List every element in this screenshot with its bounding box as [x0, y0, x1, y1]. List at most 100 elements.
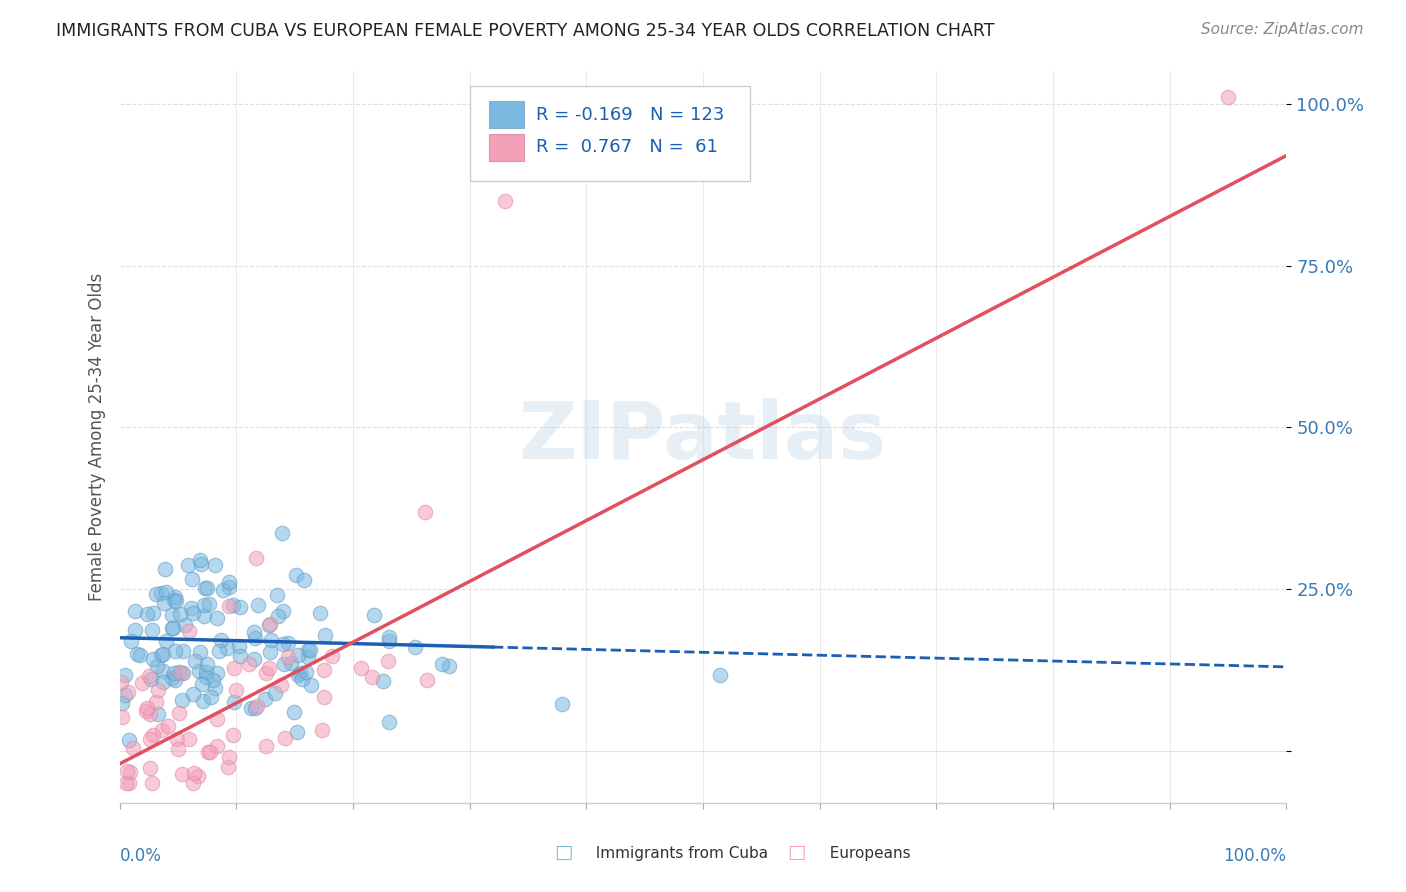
Text: R =  0.767   N =  61: R = 0.767 N = 61 — [536, 138, 718, 156]
Point — [181, 776, 204, 790]
Point — [141, 672, 163, 686]
Point — [115, 764, 138, 778]
Point — [117, 685, 139, 699]
Point — [218, 599, 240, 614]
Point — [378, 714, 401, 729]
Point — [371, 673, 394, 688]
Point — [110, 674, 132, 689]
Point — [209, 633, 232, 648]
Point — [551, 697, 574, 711]
Point — [146, 659, 169, 673]
Point — [239, 700, 262, 714]
Point — [111, 710, 134, 724]
Point — [271, 525, 294, 540]
Point — [292, 574, 315, 588]
Point — [166, 731, 188, 746]
Point — [167, 665, 190, 680]
Point — [155, 584, 177, 599]
Point — [430, 657, 453, 672]
Point — [197, 745, 219, 759]
Point — [191, 677, 214, 691]
Point — [280, 656, 302, 670]
Point — [224, 695, 246, 709]
Point — [299, 678, 322, 692]
Point — [217, 760, 239, 774]
Point — [188, 665, 211, 679]
Text: Europeans: Europeans — [820, 846, 910, 861]
Point — [156, 718, 179, 732]
Text: □: □ — [554, 843, 572, 862]
Point — [205, 739, 228, 754]
Point — [201, 673, 224, 688]
Point — [188, 553, 211, 567]
Point — [218, 575, 240, 590]
Point — [155, 633, 177, 648]
Point — [120, 764, 142, 779]
Point — [118, 776, 141, 790]
Point — [177, 558, 200, 573]
Point — [138, 669, 160, 683]
Point — [165, 594, 187, 608]
Point — [378, 634, 401, 648]
Point — [150, 648, 173, 663]
Point — [191, 694, 214, 708]
Point — [242, 624, 264, 639]
Point — [314, 663, 336, 677]
Point — [311, 723, 333, 738]
Point — [321, 648, 343, 663]
Point — [285, 725, 308, 739]
Text: Immigrants from Cuba: Immigrants from Cuba — [586, 846, 769, 861]
Text: 0.0%: 0.0% — [120, 847, 162, 865]
Point — [238, 657, 260, 671]
Point — [183, 654, 205, 668]
Text: R = -0.169   N = 123: R = -0.169 N = 123 — [536, 105, 724, 123]
Point — [160, 608, 183, 623]
Point — [254, 739, 277, 754]
Point — [291, 673, 314, 687]
Point — [413, 505, 436, 519]
Point — [271, 637, 294, 651]
Point — [257, 661, 280, 675]
Y-axis label: Female Poverty Among 25-34 Year Olds: Female Poverty Among 25-34 Year Olds — [87, 273, 105, 601]
Text: IMMIGRANTS FROM CUBA VS EUROPEAN FEMALE POVERTY AMONG 25-34 YEAR OLDS CORRELATIO: IMMIGRANTS FROM CUBA VS EUROPEAN FEMALE … — [56, 22, 994, 40]
Point — [404, 640, 426, 654]
FancyBboxPatch shape — [489, 101, 524, 128]
Point — [114, 667, 136, 681]
Point — [245, 632, 267, 646]
Point — [287, 668, 309, 682]
Point — [198, 745, 221, 759]
Point — [145, 695, 167, 709]
Point — [141, 776, 163, 790]
Point — [170, 666, 193, 681]
Point — [217, 640, 239, 655]
Point — [188, 645, 211, 659]
Point — [208, 644, 231, 658]
Point — [494, 194, 516, 208]
Point — [195, 669, 218, 683]
Point — [165, 673, 187, 687]
Point — [204, 681, 226, 696]
Point — [312, 690, 335, 704]
Point — [200, 690, 222, 705]
Point — [142, 606, 165, 620]
Point — [124, 604, 146, 618]
Text: □: □ — [787, 843, 806, 862]
Point — [131, 676, 153, 690]
Point — [165, 590, 187, 604]
Point — [180, 601, 202, 615]
Point — [167, 706, 190, 720]
Point — [297, 642, 319, 657]
Point — [254, 666, 277, 681]
Point — [222, 661, 245, 675]
Point — [138, 732, 160, 747]
Point — [709, 668, 731, 682]
Point — [229, 649, 252, 664]
Point — [139, 706, 162, 721]
Point — [193, 598, 215, 612]
Point — [288, 666, 311, 681]
Point — [146, 683, 169, 698]
Point — [283, 705, 305, 719]
Point — [308, 607, 330, 621]
Point — [243, 701, 266, 715]
Point — [120, 633, 142, 648]
